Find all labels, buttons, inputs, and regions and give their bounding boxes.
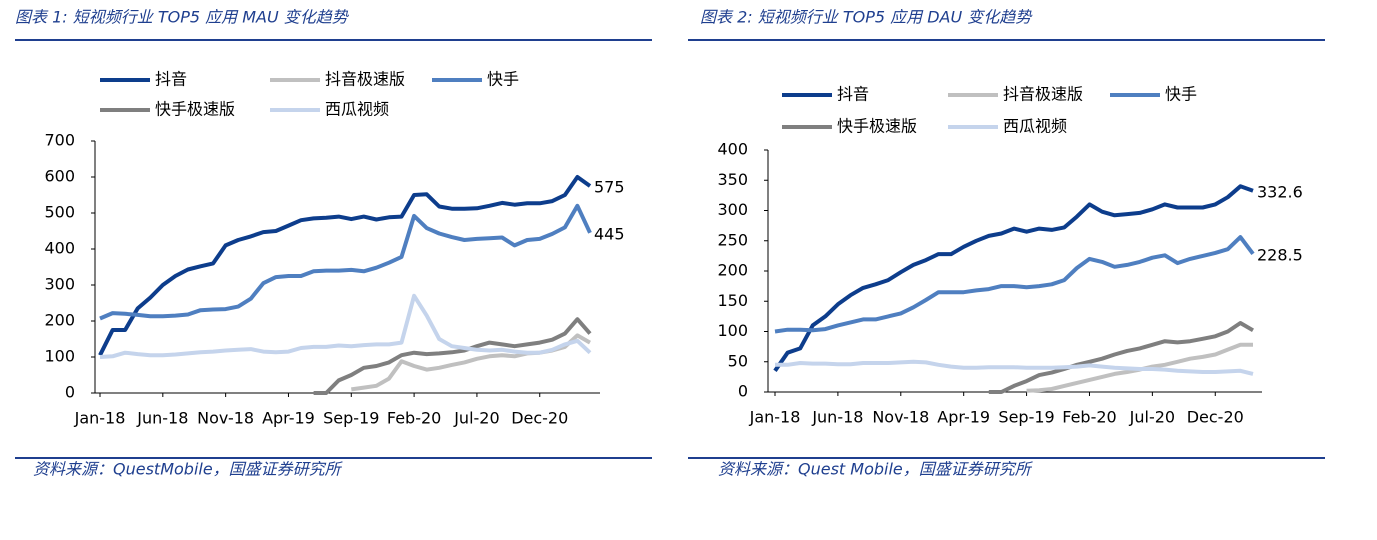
y-tick-label: 150 <box>717 291 748 310</box>
line <box>988 321 1255 394</box>
x-tick-label: Dec-20 <box>1187 408 1244 427</box>
x-tick-label: Jun-18 <box>811 408 863 427</box>
y-tick-label: 100 <box>44 347 75 366</box>
legend-label: 快手 <box>1165 85 1197 104</box>
x-tick-label: Feb-20 <box>387 409 441 428</box>
x-tick-label: Jan-18 <box>749 408 801 427</box>
line <box>774 235 1255 334</box>
line <box>98 175 592 357</box>
source: 资料来源：Quest Mobile，国盛证券研究所 <box>718 460 1034 479</box>
annotation: 575 <box>594 178 625 197</box>
annotation: 445 <box>594 224 625 243</box>
legend-label: 西瓜视频 <box>325 100 389 119</box>
legend-label: 抖音极速版 <box>1003 85 1083 104</box>
x-tick-label: Jul-20 <box>453 409 499 428</box>
x-tick-label: Sep-19 <box>998 408 1054 427</box>
chart-title: 图表 2: 短视频行业 TOP5 应用 DAU 变化趋势 <box>700 8 1033 27</box>
y-tick-label: 400 <box>44 239 75 258</box>
legend-label: 快手 <box>487 70 519 89</box>
y-tick-label: 250 <box>717 230 748 249</box>
y-tick-label: 400 <box>717 140 748 159</box>
chart-title: 图表 1: 短视频行业 TOP5 应用 MAU 变化趋势 <box>15 8 350 27</box>
x-tick-label: Dec-20 <box>511 409 568 428</box>
legend-label: 快手极速版 <box>837 117 917 136</box>
legend-label: 抖音 <box>837 85 869 104</box>
y-tick-label: 700 <box>44 131 75 150</box>
x-tick-label: Feb-20 <box>1062 408 1116 427</box>
line <box>99 293 592 359</box>
line <box>775 359 1254 376</box>
legend-label: 抖音极速版 <box>325 70 405 89</box>
legend-label: 抖音 <box>155 70 187 89</box>
x-tick-label: Jun-18 <box>136 409 188 428</box>
y-tick-label: 300 <box>44 275 75 294</box>
x-tick-label: Apr-19 <box>262 409 315 428</box>
source: 资料来源：QuestMobile，国盛证券研究所 <box>33 460 344 479</box>
annotation: 228.5 <box>1257 245 1303 264</box>
x-tick-label: Nov-18 <box>872 408 929 427</box>
line <box>773 184 1254 372</box>
y-tick-label: 0 <box>738 382 748 401</box>
x-tick-label: Sep-19 <box>323 409 379 428</box>
y-tick-label: 350 <box>717 170 748 189</box>
y-tick-label: 500 <box>44 203 75 222</box>
x-tick-label: Apr-19 <box>937 408 990 427</box>
x-tick-label: Jan-18 <box>74 409 126 428</box>
y-tick-label: 300 <box>717 200 748 219</box>
line <box>313 317 592 395</box>
y-tick-label: 50 <box>728 351 748 370</box>
y-tick-label: 100 <box>717 321 748 340</box>
legend-label: 快手极速版 <box>155 100 235 119</box>
y-tick-label: 600 <box>44 167 75 186</box>
y-tick-label: 200 <box>44 311 75 330</box>
annotation: 332.6 <box>1257 182 1303 201</box>
y-tick-label: 0 <box>65 383 75 402</box>
legend-label: 西瓜视频 <box>1003 117 1067 136</box>
x-tick-label: Jul-20 <box>1129 408 1175 427</box>
x-tick-label: Nov-18 <box>197 409 254 428</box>
line <box>99 203 592 321</box>
y-tick-label: 200 <box>717 261 748 280</box>
